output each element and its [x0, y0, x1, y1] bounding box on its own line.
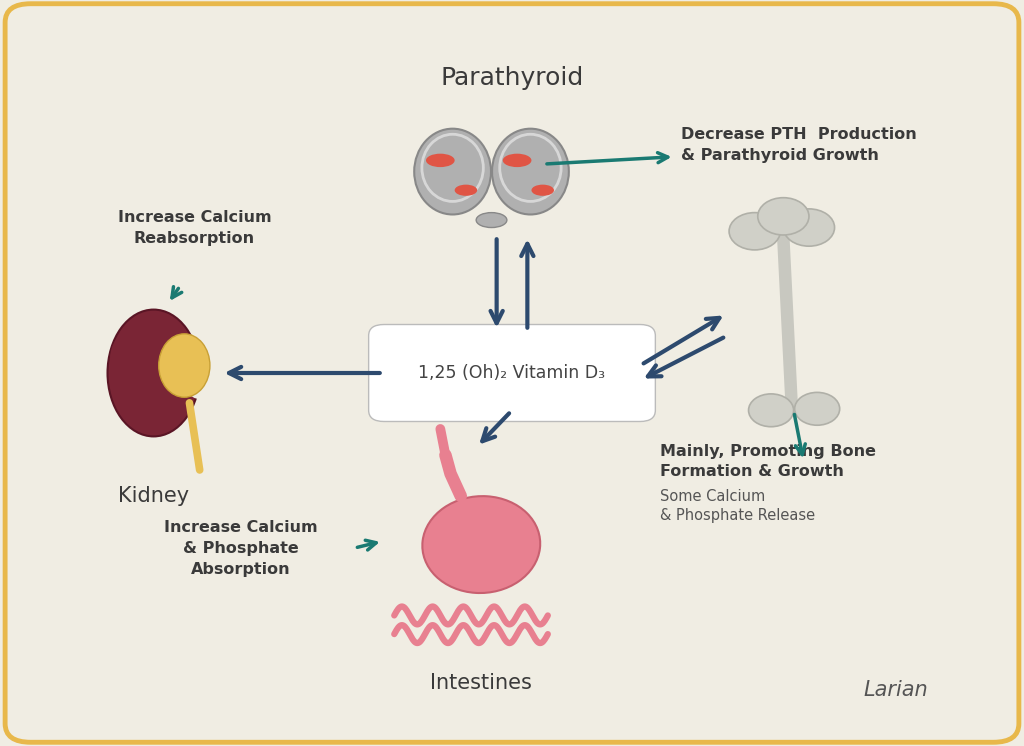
- FancyBboxPatch shape: [5, 4, 1019, 742]
- FancyArrowPatch shape: [229, 367, 380, 379]
- FancyArrowPatch shape: [643, 318, 720, 363]
- FancyArrowPatch shape: [172, 286, 181, 298]
- Ellipse shape: [493, 129, 569, 215]
- Ellipse shape: [414, 129, 492, 215]
- Ellipse shape: [422, 496, 541, 593]
- Text: Intestines: Intestines: [430, 673, 532, 692]
- Circle shape: [783, 209, 835, 246]
- Text: Increase Calcium
Reabsorption: Increase Calcium Reabsorption: [118, 210, 271, 245]
- Text: Decrease PTH  Production
& Parathyroid Growth: Decrease PTH Production & Parathyroid Gr…: [681, 128, 916, 163]
- Text: Some Calcium
& Phosphate Release: Some Calcium & Phosphate Release: [660, 489, 815, 524]
- FancyArrowPatch shape: [648, 338, 723, 377]
- Text: Increase Calcium
& Phosphate
Absorption: Increase Calcium & Phosphate Absorption: [164, 520, 317, 577]
- FancyArrowPatch shape: [490, 239, 503, 323]
- Text: Mainly, Promoting Bone
Formation & Growth: Mainly, Promoting Bone Formation & Growt…: [660, 444, 877, 479]
- Ellipse shape: [455, 184, 477, 196]
- Ellipse shape: [110, 321, 197, 395]
- Ellipse shape: [108, 310, 200, 436]
- Ellipse shape: [426, 154, 455, 167]
- Ellipse shape: [182, 347, 218, 399]
- FancyArrowPatch shape: [357, 540, 376, 550]
- FancyArrowPatch shape: [795, 414, 805, 454]
- Circle shape: [729, 213, 780, 250]
- FancyArrowPatch shape: [547, 153, 668, 164]
- Circle shape: [749, 394, 794, 427]
- FancyArrowPatch shape: [482, 413, 509, 441]
- Ellipse shape: [476, 213, 507, 228]
- Text: Larian: Larian: [863, 680, 929, 700]
- Text: Kidney: Kidney: [118, 486, 189, 506]
- Ellipse shape: [159, 334, 210, 397]
- Circle shape: [758, 198, 809, 235]
- Text: 1,25 (Oh)₂ Vitamin D₃: 1,25 (Oh)₂ Vitamin D₃: [419, 364, 605, 382]
- FancyBboxPatch shape: [369, 325, 655, 421]
- Ellipse shape: [531, 184, 554, 196]
- FancyArrowPatch shape: [521, 244, 534, 327]
- Text: Parathyroid: Parathyroid: [440, 66, 584, 90]
- Circle shape: [795, 392, 840, 425]
- Ellipse shape: [503, 154, 531, 167]
